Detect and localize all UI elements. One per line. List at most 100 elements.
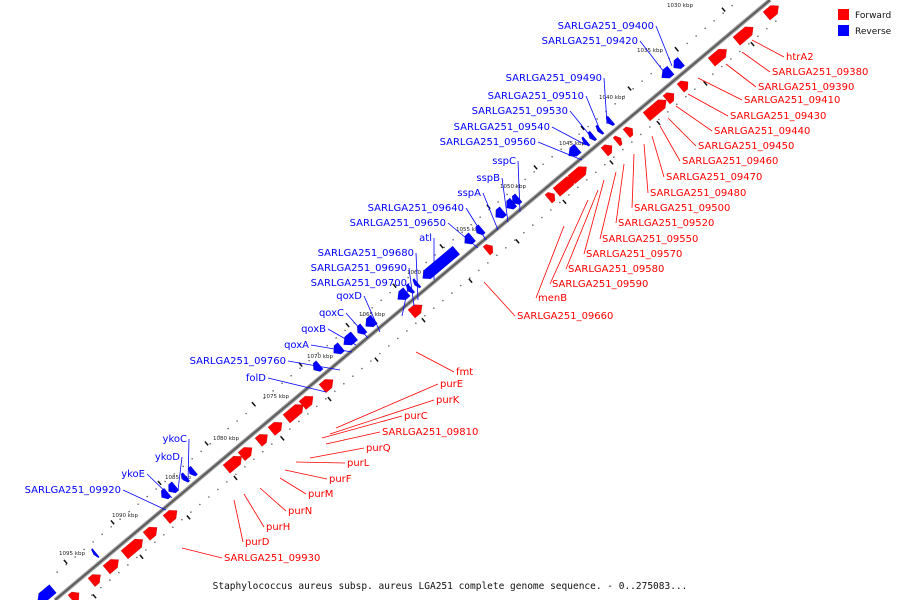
reverse-gene-label[interactable]: sspC xyxy=(492,156,516,167)
forward-gene-label[interactable]: SARLGA251_09470 xyxy=(666,172,762,183)
forward-gene-label[interactable]: htrA2 xyxy=(786,52,814,63)
reverse-gene-arrow[interactable] xyxy=(495,206,508,219)
reverse-gene-arrow[interactable] xyxy=(168,481,180,494)
reverse-gene-label[interactable]: qoxC xyxy=(319,308,344,319)
reverse-gene-arrow[interactable] xyxy=(511,193,523,205)
forward-gene-arrow[interactable] xyxy=(267,421,283,436)
forward-gene-label[interactable]: SARLGA251_09810 xyxy=(382,427,478,438)
reverse-gene-arrow[interactable] xyxy=(37,584,57,600)
forward-gene-label[interactable]: SARLGA251_09930 xyxy=(224,553,320,564)
forward-gene-label[interactable]: SARLGA251_09440 xyxy=(714,126,810,137)
reverse-gene-label[interactable]: qoxA xyxy=(284,340,309,351)
reverse-gene-arrow[interactable] xyxy=(356,323,368,335)
forward-gene-arrow[interactable] xyxy=(622,126,634,139)
forward-gene-label[interactable]: SARLGA251_09380 xyxy=(772,67,868,78)
reverse-gene-label[interactable]: SARLGA251_09640 xyxy=(368,203,464,214)
forward-gene-label[interactable]: SARLGA251_09460 xyxy=(682,156,778,167)
reverse-gene-label[interactable]: SARLGA251_09400 xyxy=(558,21,654,32)
forward-gene-label[interactable]: SARLGA251_09580 xyxy=(568,264,664,275)
forward-gene-arrow[interactable] xyxy=(102,559,119,575)
reverse-gene-arrow[interactable] xyxy=(568,143,582,157)
forward-gene-arrow[interactable] xyxy=(482,244,494,256)
reverse-gene-label[interactable]: qoxB xyxy=(301,324,326,335)
forward-gene-label[interactable]: SARLGA251_09520 xyxy=(618,218,714,229)
reverse-gene-arrow[interactable] xyxy=(581,136,591,147)
forward-gene-arrow[interactable] xyxy=(600,144,613,157)
forward-gene-arrow[interactable] xyxy=(662,92,675,105)
forward-gene-label[interactable]: purL xyxy=(347,458,370,469)
forward-gene-arrow[interactable] xyxy=(120,538,144,560)
forward-gene-arrow[interactable] xyxy=(567,166,587,185)
reverse-gene-arrow[interactable] xyxy=(605,115,616,127)
forward-gene-arrow[interactable] xyxy=(407,304,423,319)
reverse-gene-label[interactable]: SARLGA251_09420 xyxy=(542,36,638,47)
forward-gene-arrow[interactable] xyxy=(732,26,754,46)
forward-gene-label[interactable]: SARLGA251_09390 xyxy=(758,82,854,93)
forward-gene-label[interactable]: purM xyxy=(308,489,333,500)
reverse-gene-label[interactable]: qoxD xyxy=(336,291,362,302)
forward-gene-arrow[interactable] xyxy=(544,191,556,204)
reverse-gene-label[interactable]: SARLGA251_09920 xyxy=(25,485,121,496)
reverse-gene-arrow[interactable] xyxy=(422,245,461,280)
forward-gene-label[interactable]: purK xyxy=(436,395,460,406)
forward-gene-label[interactable]: SARLGA251_09450 xyxy=(698,141,794,152)
forward-gene-arrow[interactable] xyxy=(87,574,101,587)
reverse-gene-label[interactable]: folD xyxy=(246,373,266,384)
reverse-gene-label[interactable]: atl xyxy=(419,233,432,244)
forward-gene-label[interactable]: purH xyxy=(266,522,290,533)
forward-gene-label[interactable]: SARLGA251_09660 xyxy=(517,311,613,322)
reverse-gene-arrow[interactable] xyxy=(343,331,359,346)
reverse-gene-label[interactable]: SARLGA251_09560 xyxy=(440,137,536,148)
forward-gene-arrow[interactable] xyxy=(707,48,727,67)
forward-gene-label[interactable]: purD xyxy=(245,537,270,548)
reverse-gene-arrow[interactable] xyxy=(673,56,686,70)
reverse-gene-label[interactable]: SARLGA251_09530 xyxy=(472,106,568,117)
reverse-gene-label[interactable]: sspB xyxy=(476,173,500,184)
reverse-gene-label[interactable]: SARLGA251_09680 xyxy=(318,248,414,259)
reverse-gene-arrow[interactable] xyxy=(333,342,346,355)
forward-gene-arrow[interactable] xyxy=(282,404,304,424)
forward-gene-arrow[interactable] xyxy=(142,526,158,541)
forward-gene-label[interactable]: purE xyxy=(440,379,463,390)
reverse-gene-label[interactable]: SARLGA251_09490 xyxy=(506,73,602,84)
forward-gene-label[interactable]: purQ xyxy=(366,443,391,454)
reverse-gene-label[interactable]: ykoE xyxy=(121,469,145,480)
forward-gene-label[interactable]: SARLGA251_09590 xyxy=(552,279,648,290)
minor-tick xyxy=(631,141,633,143)
forward-gene-label[interactable]: purF xyxy=(329,474,352,485)
forward-gene-arrow[interactable] xyxy=(162,509,178,525)
reverse-gene-label[interactable]: SARLGA251_09540 xyxy=(454,122,550,133)
forward-gene-label[interactable]: fmt xyxy=(456,367,473,378)
forward-gene-label[interactable]: SARLGA251_09430 xyxy=(730,111,826,122)
reverse-gene-label[interactable]: ykoD xyxy=(155,452,180,463)
reverse-gene-arrow[interactable] xyxy=(160,487,172,500)
forward-gene-label[interactable]: SARLGA251_09570 xyxy=(586,249,682,260)
forward-gene-label[interactable]: SARLGA251_09480 xyxy=(650,188,746,199)
forward-gene-label[interactable]: SARLGA251_09550 xyxy=(602,234,698,245)
reverse-gene-arrow[interactable] xyxy=(587,130,598,142)
reverse-gene-label[interactable]: SARLGA251_09700 xyxy=(311,278,407,289)
forward-gene-arrow[interactable] xyxy=(762,5,779,21)
forward-gene-arrow[interactable] xyxy=(254,434,268,447)
reverse-gene-label[interactable]: SARLGA251_09690 xyxy=(311,263,407,274)
forward-gene-arrow[interactable] xyxy=(237,447,253,462)
reverse-gene-label[interactable]: SARLGA251_09760 xyxy=(190,356,286,367)
forward-gene-arrow[interactable] xyxy=(298,395,314,410)
reverse-gene-label[interactable]: ykoC xyxy=(163,434,187,445)
forward-gene-arrow[interactable] xyxy=(676,80,689,93)
reverse-gene-label[interactable]: SARLGA251_09650 xyxy=(350,218,446,229)
forward-gene-arrow[interactable] xyxy=(612,135,623,147)
reverse-gene-label[interactable]: SARLGA251_09510 xyxy=(488,91,584,102)
forward-gene-arrow[interactable] xyxy=(67,591,80,600)
forward-gene-arrow[interactable] xyxy=(222,455,242,474)
forward-gene-label[interactable]: menB xyxy=(538,293,567,304)
reverse-gene-label[interactable]: sspA xyxy=(457,188,481,199)
forward-gene-label[interactable]: SARLGA251_09410 xyxy=(744,95,840,106)
reverse-gene-arrow[interactable] xyxy=(661,65,675,79)
forward-gene-arrow[interactable] xyxy=(642,99,667,122)
forward-gene-label[interactable]: SARLGA251_09500 xyxy=(634,203,730,214)
forward-gene-label[interactable]: purN xyxy=(288,506,312,517)
forward-gene-label[interactable]: purC xyxy=(404,411,428,422)
minor-tick xyxy=(658,118,660,121)
reverse-gene-arrow[interactable] xyxy=(90,548,100,559)
